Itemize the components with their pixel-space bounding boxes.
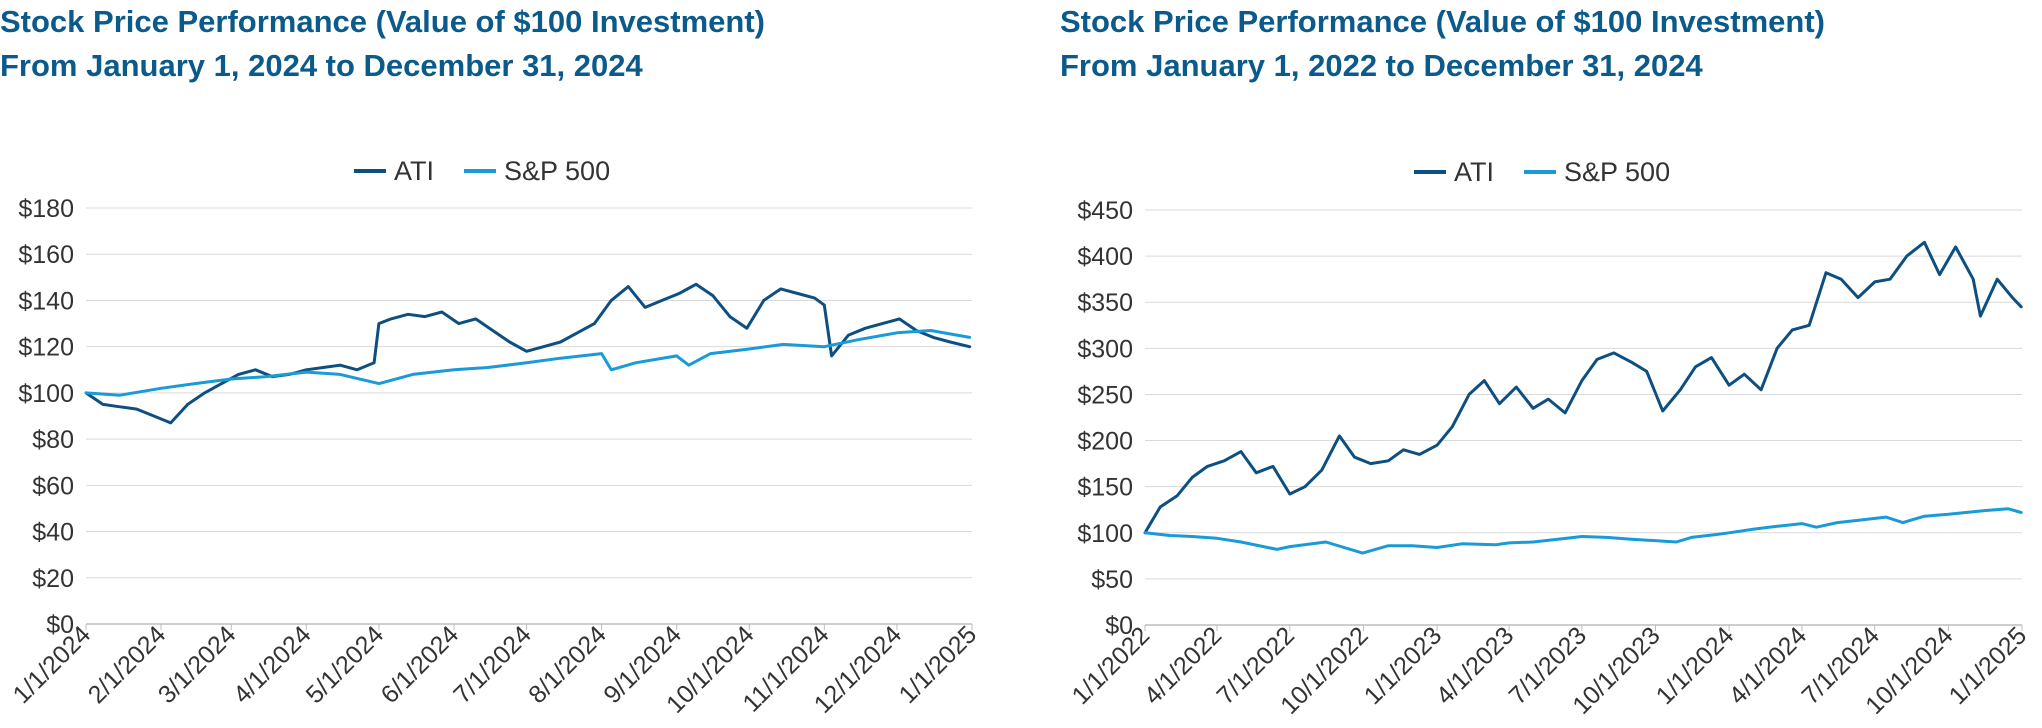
y-tick-label: $200 [1077, 428, 1133, 456]
y-tick-label: $400 [1077, 243, 1133, 271]
y-tick-label: $140 [18, 287, 74, 315]
legend-label: ATI [1454, 157, 1494, 187]
chart-panel-left: Stock Price Performance (Value of $100 I… [0, 0, 1020, 728]
x-tick-label: 4/1/2023 [1431, 621, 1520, 710]
chart-title: Stock Price Performance (Value of $100 I… [0, 4, 765, 39]
x-tick-label: 1/1/2023 [1359, 621, 1448, 710]
y-tick-label: $0 [46, 611, 74, 639]
series-line-s-p-500 [1143, 507, 2023, 555]
y-tick-label: $300 [1077, 335, 1133, 363]
y-tick-label: $450 [1077, 197, 1133, 225]
line-chart-2022-2024: $0 $50 $100 $150 $200 $250 $300 $350 $400 $450 1/1… [1067, 157, 2033, 720]
y-tick-label: $150 [1077, 474, 1133, 502]
y-tick-label: $80 [32, 426, 74, 454]
x-tick-label: 4/1/2024 [228, 620, 317, 709]
legend-label: ATI [394, 156, 434, 186]
x-tick-label: 3/1/2024 [153, 620, 242, 709]
y-tick-label: $60 [32, 472, 74, 500]
chart-title: Stock Price Performance (Value of $100 I… [1060, 4, 1825, 39]
y-tick-label: $160 [18, 241, 74, 269]
y-tick-label: $350 [1077, 289, 1133, 317]
series-line-s-p-500 [84, 329, 972, 397]
y-tick-label: $50 [1091, 566, 1133, 594]
chart-subtitle: From January 1, 2024 to December 31, 202… [0, 48, 643, 83]
x-tick-label: 4/1/2024 [1724, 621, 1813, 710]
x-tick-label: 4/1/2022 [1139, 621, 1228, 710]
chart-subtitle: From January 1, 2022 to December 31, 202… [1060, 48, 1703, 83]
y-tick-label: $0 [1105, 612, 1133, 640]
y-tick-label: $100 [18, 380, 74, 408]
x-tick-label: 1/1/2025 [1944, 621, 2033, 710]
y-tick-label: $180 [18, 195, 74, 223]
y-tick-label: $120 [18, 334, 74, 362]
x-tick-label: 1/1/2025 [894, 620, 983, 709]
series-line-ati [1143, 240, 2023, 535]
line-chart-2024: $0 $20 $40 $60 $80 $100 $120 $140 $160 $180 1/1/20… [8, 156, 983, 719]
y-tick-label: $20 [32, 565, 74, 593]
y-tick-label: $100 [1077, 520, 1133, 548]
x-tick-label: 8/1/2024 [523, 620, 612, 709]
y-tick-label: $40 [32, 519, 74, 547]
x-tick-label: 6/1/2024 [376, 620, 465, 709]
x-tick-label: 5/1/2024 [301, 620, 390, 709]
x-tick-label: 7/1/2024 [448, 620, 537, 709]
x-tick-label: 1/1/2024 [1651, 621, 1740, 710]
legend-label: S&P 500 [1564, 157, 1670, 187]
chart-panel-right: Stock Price Performance (Value of $100 I… [1060, 0, 2042, 728]
legend-label: S&P 500 [504, 156, 610, 186]
series-line-ati [84, 282, 972, 425]
y-tick-label: $250 [1077, 381, 1133, 409]
